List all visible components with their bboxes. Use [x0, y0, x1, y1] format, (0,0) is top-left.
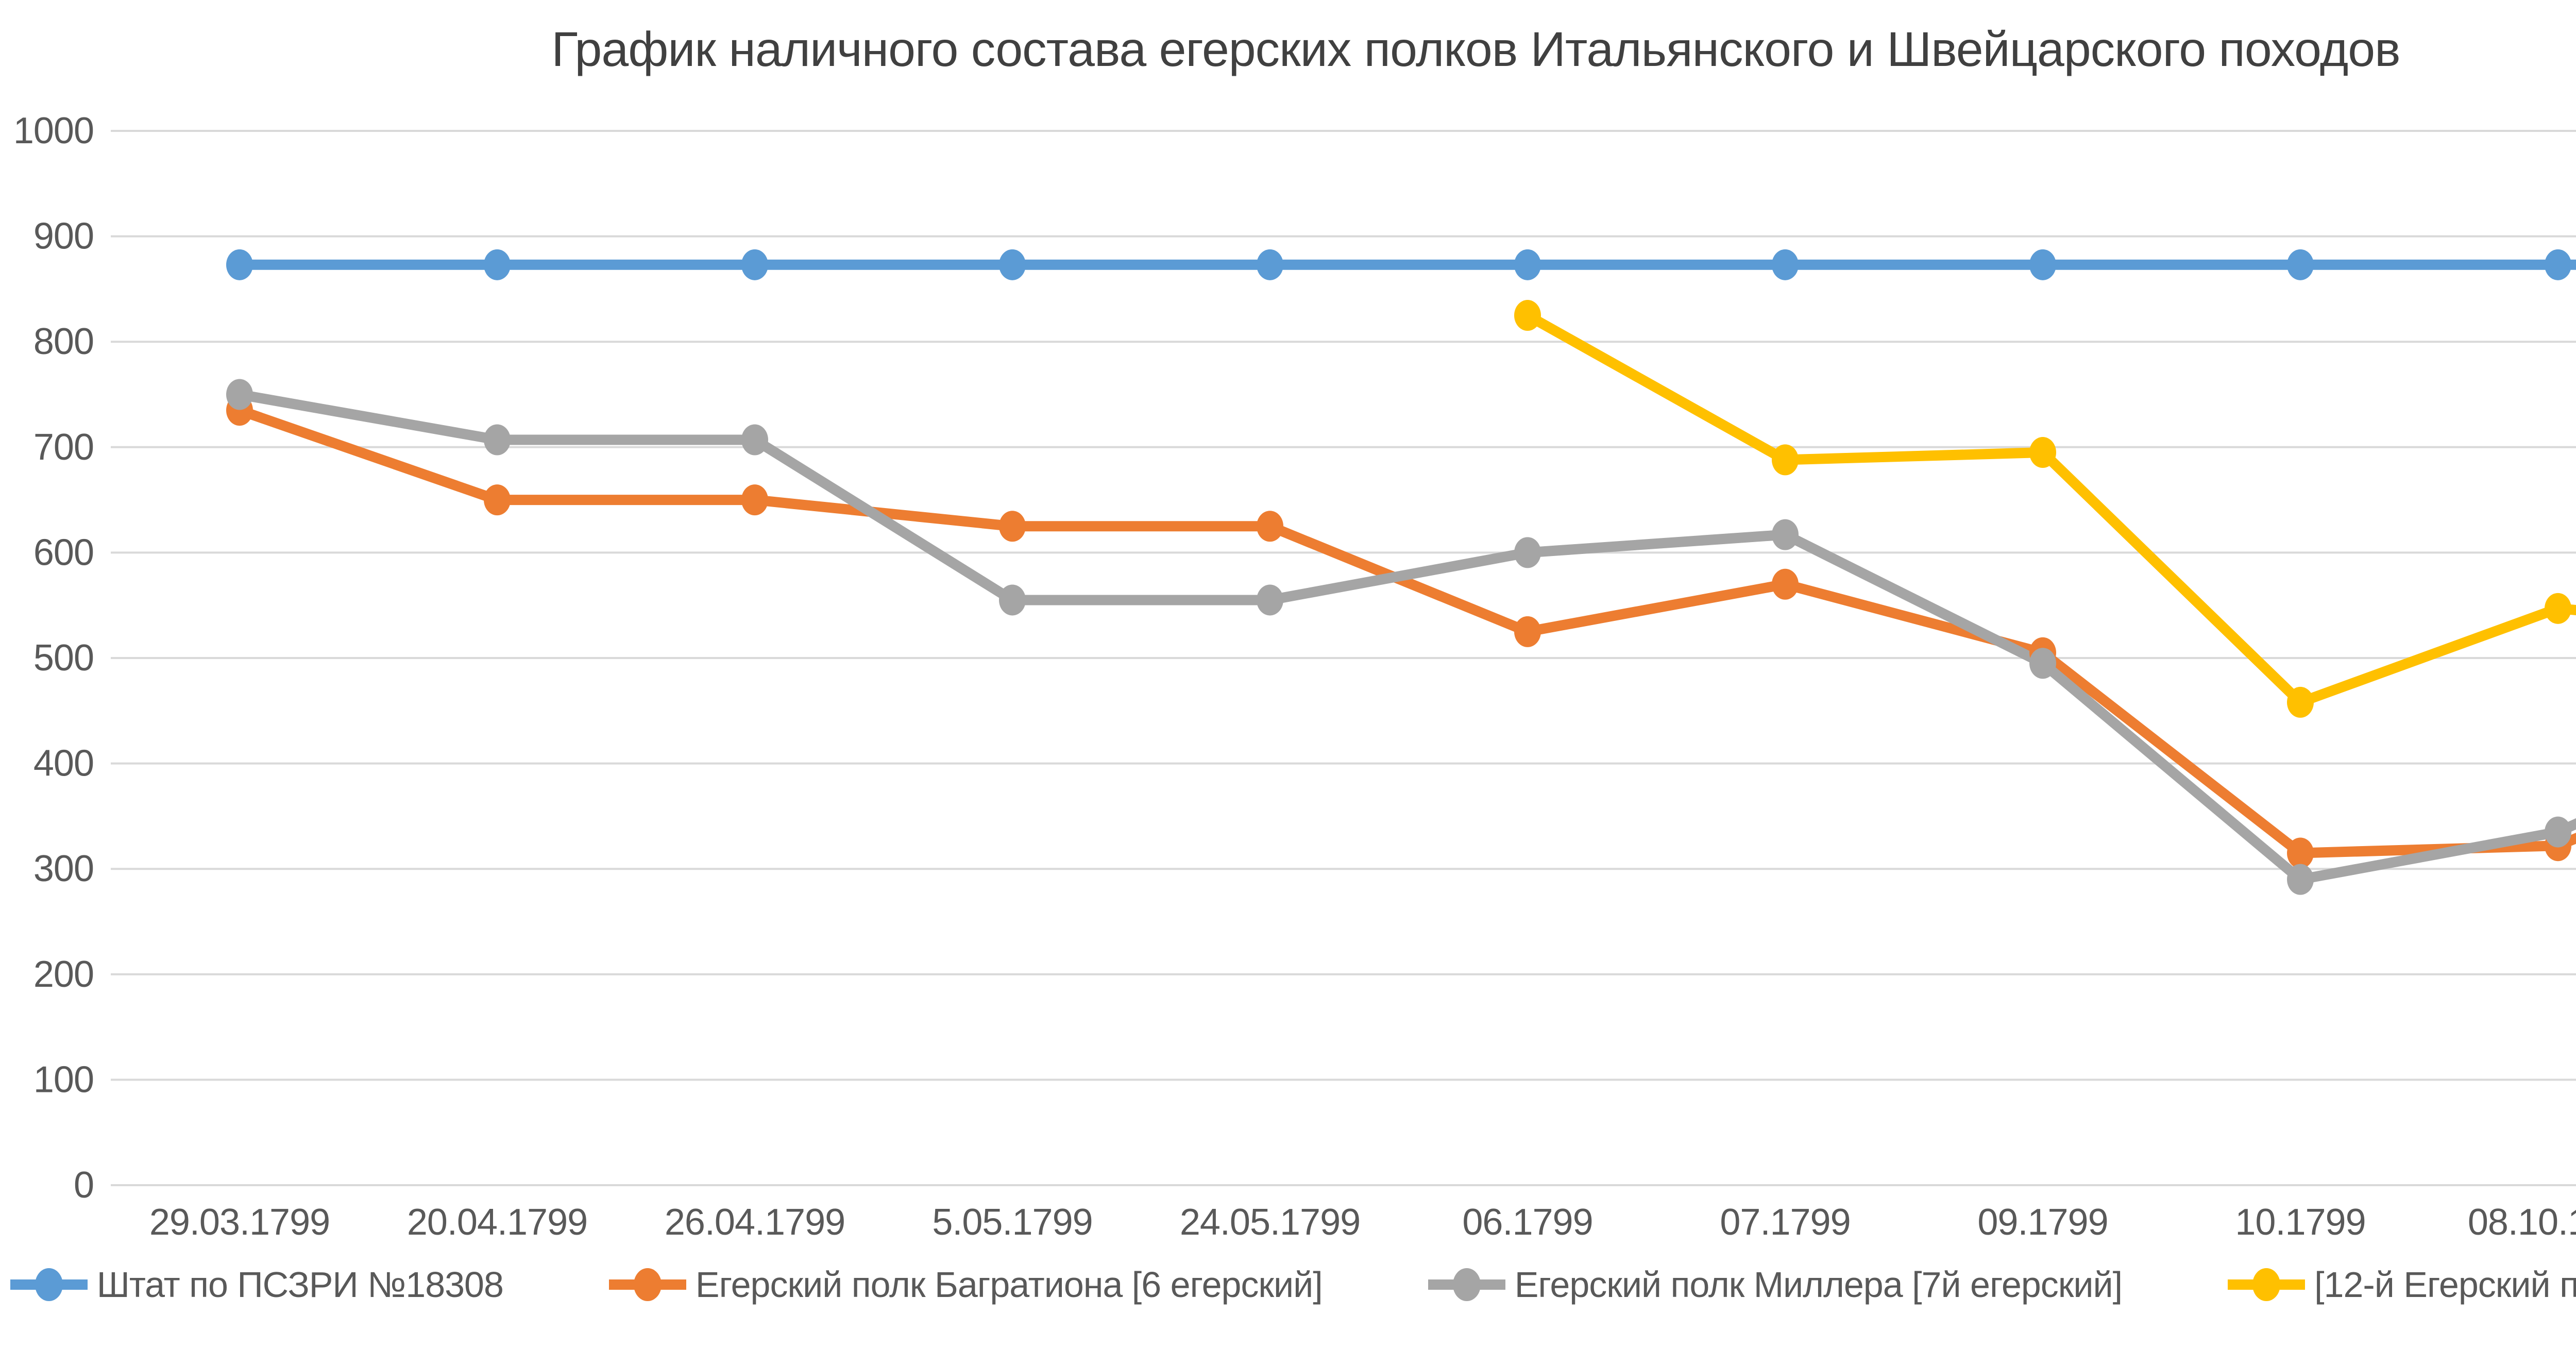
data-point-marker: [1514, 300, 1541, 331]
data-point-marker: [2287, 249, 2314, 280]
x-tick-label: 07.1799: [1720, 1202, 1850, 1243]
data-point-marker: [2287, 686, 2314, 718]
data-point-marker: [1257, 584, 1283, 616]
y-tick-label: 1000: [13, 110, 94, 151]
data-point-marker: [2029, 437, 2056, 468]
y-tick-label: 700: [33, 427, 94, 468]
x-tick-label: 26.04.1799: [665, 1202, 845, 1243]
legend-label: Егерский полк Багратиона [6 егерский]: [695, 1265, 1323, 1305]
data-point-marker: [226, 249, 253, 280]
chart-legend: Штат по ПСЗРИ №18308 Егерский полк Баграт…: [0, 1261, 2576, 1308]
y-tick-label: 600: [33, 532, 94, 573]
data-point-marker: [999, 584, 1026, 616]
data-point-marker: [484, 484, 511, 516]
y-tick-label: 800: [33, 321, 94, 362]
legend-item-3: [12-й Егерский полк] Егерский Канкина: [2228, 1261, 2576, 1308]
x-tick-label: 06.1799: [1462, 1202, 1592, 1243]
legend-label: Штат по ПСЗРИ №18308: [96, 1265, 504, 1305]
data-point-marker: [1514, 249, 1541, 280]
x-tick-label: 29.03.1799: [149, 1202, 330, 1243]
y-tick-label: 300: [33, 848, 94, 889]
data-point-marker: [1514, 537, 1541, 568]
legend-line-marker-icon: [10, 1268, 88, 1301]
data-point-marker: [484, 249, 511, 280]
x-tick-label: 08.10.1799: [2468, 1202, 2576, 1243]
data-point-marker: [999, 249, 1026, 280]
y-tick-label: 900: [33, 216, 94, 257]
x-tick-label: 20.04.1799: [407, 1202, 587, 1243]
data-point-marker: [741, 484, 768, 516]
x-tick-label: 09.1799: [1977, 1202, 2108, 1243]
data-point-marker: [226, 379, 253, 410]
series-line-2: [234, 389, 2576, 885]
series-line-3: [1522, 310, 2576, 707]
data-point-marker: [2287, 837, 2314, 869]
chart-title: График наличного состава егерских полков…: [551, 22, 2400, 77]
x-tick-label: 24.05.1799: [1180, 1202, 1360, 1243]
legend-label: [12-й Егерский полк] Егерский Канкина: [2314, 1265, 2576, 1305]
legend-item-2: Егерский полк Миллера [7й егерский]: [1428, 1261, 2123, 1308]
data-point-marker: [2029, 249, 2056, 280]
legend-item-0: Штат по ПСЗРИ №18308: [10, 1261, 504, 1308]
data-point-marker: [1772, 519, 1799, 550]
legend-line-marker-icon: [1428, 1268, 1505, 1301]
data-point-marker: [2545, 249, 2571, 280]
data-point-marker: [1772, 444, 1799, 476]
data-point-marker: [1514, 616, 1541, 647]
y-tick-label: 200: [33, 954, 94, 995]
data-point-marker: [484, 424, 511, 456]
data-point-marker: [741, 249, 768, 280]
data-point-marker: [741, 424, 768, 456]
data-point-marker: [2029, 648, 2056, 679]
x-tick-label: 10.1799: [2235, 1202, 2365, 1243]
data-point-marker: [1772, 249, 1799, 280]
data-point-marker: [1257, 511, 1283, 542]
data-point-marker: [1257, 249, 1283, 280]
data-point-marker: [2545, 816, 2571, 848]
y-tick-label: 100: [33, 1059, 94, 1100]
x-tick-label: 5.05.1799: [932, 1202, 1092, 1243]
y-tick-label: 0: [74, 1165, 94, 1206]
data-point-marker: [1772, 568, 1799, 600]
y-tick-label: 500: [33, 637, 94, 679]
y-tick-label: 400: [33, 743, 94, 784]
data-point-marker: [2287, 864, 2314, 895]
legend-item-1: Егерский полк Багратиона [6 егерский]: [608, 1261, 1323, 1308]
legend-line-marker-icon: [608, 1268, 686, 1301]
data-point-marker: [999, 511, 1026, 542]
legend-line-marker-icon: [2228, 1268, 2306, 1301]
legend-label: Егерский полк Миллера [7й егерский]: [1514, 1265, 2123, 1305]
data-point-marker: [2545, 593, 2571, 624]
